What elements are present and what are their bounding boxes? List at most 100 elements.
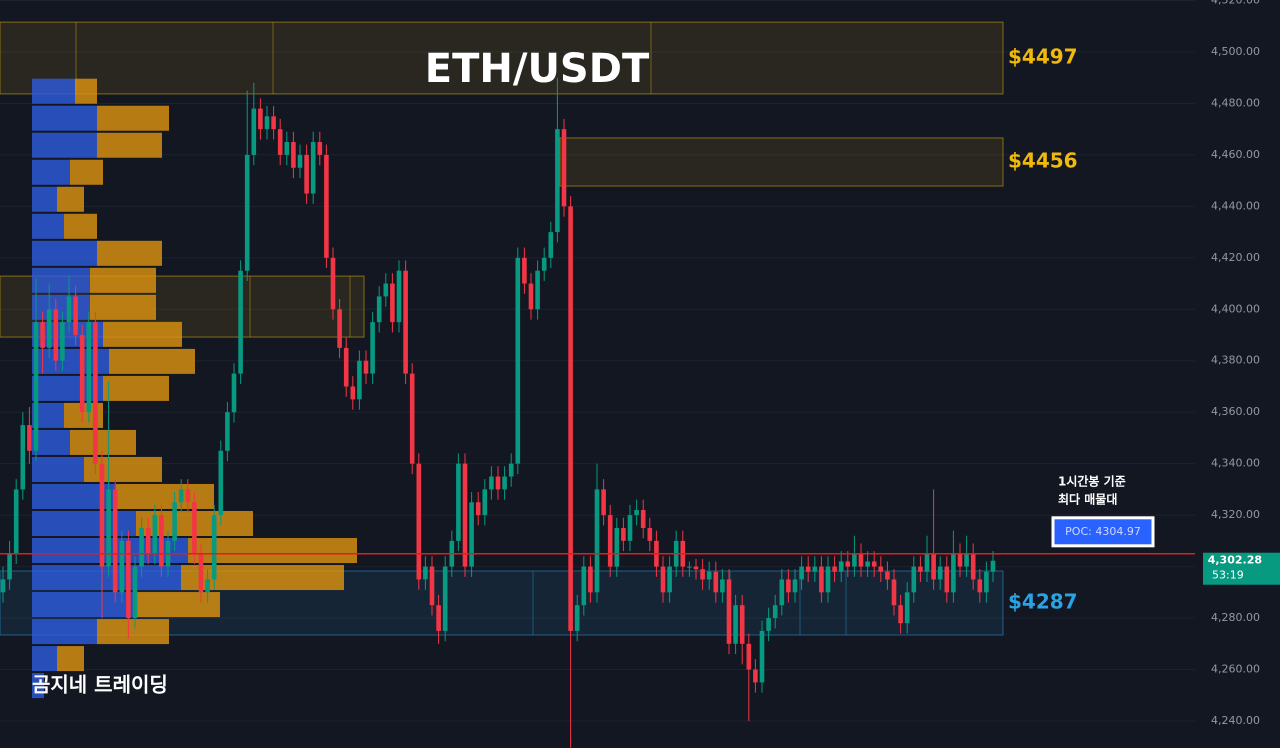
candle-body xyxy=(977,579,983,593)
candle-body xyxy=(304,154,309,194)
candle-body xyxy=(145,528,151,554)
candle-body xyxy=(627,515,633,541)
y-tick-label: 4,520.00 xyxy=(1211,0,1260,7)
candle-body xyxy=(0,579,6,593)
zone xyxy=(559,137,1004,187)
candle-body xyxy=(416,463,422,580)
profile-sell xyxy=(97,619,169,645)
candle-body xyxy=(924,553,930,572)
candle-body xyxy=(429,566,435,606)
candle-body xyxy=(819,566,824,593)
candle-body xyxy=(885,571,890,580)
candle-body xyxy=(106,489,111,567)
chart-title: ETH/USDT xyxy=(425,46,650,92)
candle-body xyxy=(720,579,725,593)
candle-body xyxy=(660,566,666,593)
candle-body xyxy=(858,553,864,567)
candle-body xyxy=(647,528,653,541)
profile-sell xyxy=(64,213,97,239)
candle-body xyxy=(33,322,39,451)
candle-body xyxy=(528,283,534,310)
candle-body xyxy=(20,425,26,490)
candle-body xyxy=(772,605,778,619)
candle-body xyxy=(957,553,963,567)
profile-buy xyxy=(32,267,90,293)
candle-body xyxy=(86,322,92,413)
candle-body xyxy=(898,605,903,624)
profile-buy xyxy=(32,673,44,699)
candle-body xyxy=(46,309,52,348)
candle-body xyxy=(634,509,639,516)
poc-note: 1시간봉 기준 xyxy=(1058,473,1126,488)
countdown: 53:19 xyxy=(1212,569,1244,582)
profile-buy xyxy=(32,240,97,266)
profile-sell xyxy=(90,267,156,293)
candle-body xyxy=(310,142,316,194)
candle-body xyxy=(370,322,375,374)
candle-body xyxy=(733,605,738,644)
candle-body xyxy=(284,142,290,155)
candle-body xyxy=(218,450,224,516)
candle-body xyxy=(337,309,342,348)
profile-sell xyxy=(97,105,169,131)
candle-body xyxy=(964,553,969,567)
watermark: 곰지네 트레이딩 xyxy=(32,673,168,697)
candle-body xyxy=(706,571,712,580)
y-tick-label: 4,460.00 xyxy=(1211,148,1260,161)
candle-body xyxy=(277,129,283,155)
profile-sell xyxy=(103,375,169,401)
candle-body xyxy=(363,360,369,374)
profile-buy xyxy=(32,375,103,401)
profile-buy xyxy=(32,456,84,482)
candle-body xyxy=(878,566,884,572)
profile-buy xyxy=(32,159,70,185)
profile-sell xyxy=(57,186,84,212)
y-tick-label: 4,360.00 xyxy=(1211,405,1260,418)
candle-body xyxy=(951,553,956,593)
y-tick-label: 4,240.00 xyxy=(1211,714,1260,727)
candle-body xyxy=(225,412,230,451)
candle-body xyxy=(891,579,897,606)
candle-body xyxy=(865,561,870,567)
y-tick-label: 4,500.00 xyxy=(1211,45,1260,58)
profile-sell xyxy=(97,240,162,266)
candle-body xyxy=(561,129,567,207)
candle-body xyxy=(482,489,488,516)
candle-body xyxy=(640,509,646,528)
profile-sell xyxy=(70,159,103,185)
profile-sell xyxy=(116,483,214,509)
candle-body xyxy=(555,129,560,233)
profile-sell xyxy=(109,348,195,374)
candle-body xyxy=(581,566,587,606)
profile-buy xyxy=(32,213,64,239)
candle-body xyxy=(409,373,415,464)
candle-body xyxy=(172,502,177,541)
candle-body xyxy=(119,540,125,593)
candle-body xyxy=(291,142,296,168)
candle-body xyxy=(73,296,78,336)
candle-body xyxy=(324,154,329,258)
candle-body xyxy=(759,630,765,683)
candle-body xyxy=(607,515,613,567)
candle-body xyxy=(211,515,217,580)
candle-body xyxy=(812,566,818,572)
candle-body xyxy=(60,322,65,361)
candle-body xyxy=(489,476,494,490)
profile-sell xyxy=(70,429,136,455)
zone-label: $4287 xyxy=(1008,590,1078,614)
profile-buy xyxy=(32,78,75,104)
candle-body xyxy=(713,571,719,593)
poc-box xyxy=(1051,516,1155,548)
candle-body xyxy=(753,669,758,683)
candle-body xyxy=(495,476,501,490)
candle-body xyxy=(93,322,98,464)
candle-body xyxy=(79,335,85,413)
y-tick-label: 4,320.00 xyxy=(1211,508,1260,521)
candle-body xyxy=(931,553,936,580)
poc-note: 최다 매물대 xyxy=(1058,491,1117,506)
candle-body xyxy=(139,528,144,567)
profile-sell xyxy=(75,78,97,104)
candle-body xyxy=(185,489,191,503)
profile-sell xyxy=(97,132,162,158)
candle-body xyxy=(423,566,428,580)
